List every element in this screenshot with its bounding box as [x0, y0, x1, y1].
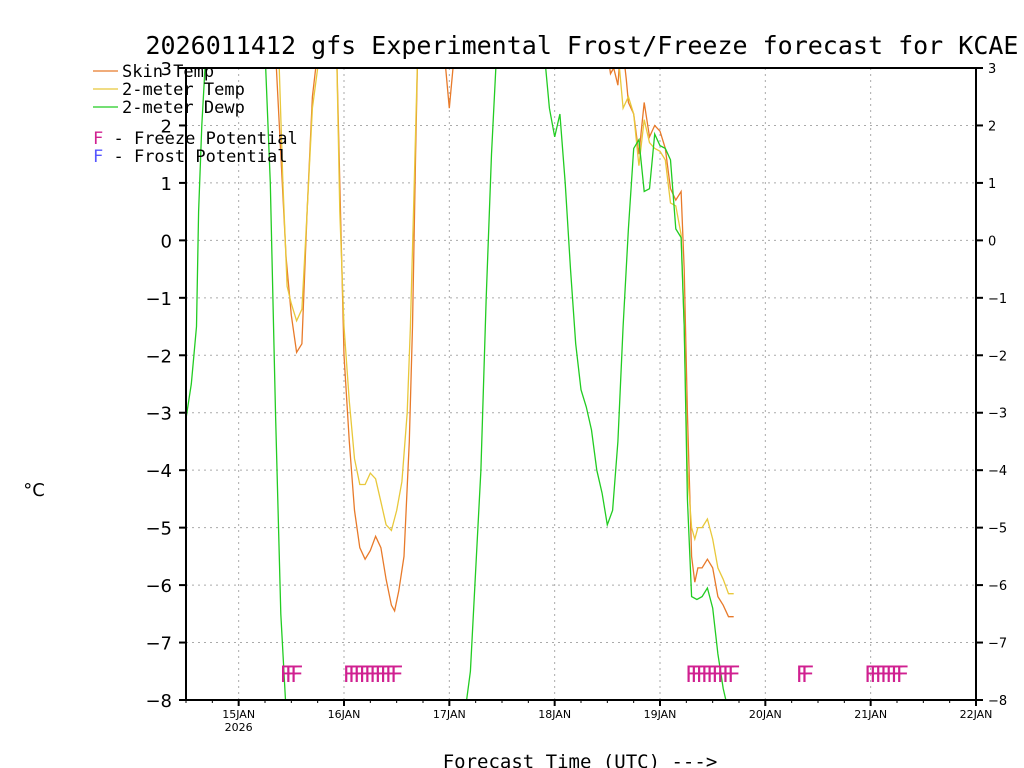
freeze-marker: F: [801, 663, 814, 688]
grid: [186, 68, 976, 700]
series-group: [186, 68, 734, 700]
y-tick-label-left: −5: [145, 519, 172, 540]
freeze-marker: F: [885, 663, 898, 688]
x-tick-label: 15JAN: [222, 708, 255, 721]
y-tick-label-right: 1: [988, 177, 996, 192]
freeze-marker: F: [285, 663, 298, 688]
freeze-marker: F: [390, 663, 403, 688]
potential-legend-label: - Freeze Potential: [103, 129, 297, 149]
freeze-marker: F: [896, 663, 909, 688]
freeze-marker: F: [369, 663, 382, 688]
freeze-marker: F: [711, 663, 724, 688]
freeze-marker: F: [869, 663, 882, 688]
x-tick-label: 20JAN: [749, 708, 782, 721]
freeze-marker: F: [880, 663, 893, 688]
y-tick-label-left: −8: [145, 691, 172, 712]
x-tick-label: 22JAN: [960, 708, 993, 721]
y-tick-label-right: −7: [988, 637, 1007, 652]
freeze-marker: F: [706, 663, 719, 688]
freeze-marker: F: [685, 663, 698, 688]
series-line-2-meter-dewp: [186, 68, 727, 700]
y-tick-label-right: −4: [988, 464, 1007, 479]
freeze-marker: F: [358, 663, 371, 688]
y-tick-label-left: 0: [161, 231, 172, 252]
freeze-marker: F: [890, 663, 903, 688]
y-tick-label-left: 3: [161, 59, 172, 80]
y-tick-label-right: 0: [988, 234, 996, 249]
freeze-marker: F: [364, 663, 377, 688]
y-axis-label: °C: [23, 480, 45, 501]
legend-label: 2-meter Dewp: [122, 98, 245, 118]
freeze-marker: F: [343, 663, 356, 688]
freeze-marker: F: [353, 663, 366, 688]
y-tick-label-left: −4: [145, 461, 172, 482]
freeze-marker: F: [374, 663, 387, 688]
x-tick-label: 17JAN: [433, 708, 466, 721]
y-tick-label-left: 2: [161, 116, 172, 137]
freeze-marker: F: [290, 663, 303, 688]
y-tick-label-left: −1: [145, 289, 172, 310]
y-axis-right: −8 −7 −6 −5 −4 −3 −2 −1 0 1 2 3: [976, 62, 1007, 709]
freeze-marker: F: [701, 663, 714, 688]
freeze-marker: F: [717, 663, 730, 688]
freeze-marker: F: [727, 663, 740, 688]
freeze-marker: F: [875, 663, 888, 688]
y-tick-label-left: −7: [145, 634, 172, 655]
y-tick-label-right: −1: [988, 292, 1007, 307]
potential-legend-marker: F: [93, 147, 103, 167]
y-tick-label-right: −3: [988, 407, 1007, 422]
x-tick-sublabel: 2026: [225, 721, 253, 734]
freeze-marker: F: [380, 663, 393, 688]
potential-legend-entry: F - Frost Potential: [93, 147, 287, 167]
x-axis-label: Forecast Time (UTC) --->: [443, 751, 718, 768]
legend-label: 2-meter Temp: [122, 80, 245, 100]
y-tick-label-left: −3: [145, 404, 172, 425]
potential-legend-label: - Frost Potential: [103, 147, 287, 167]
x-tick-label: 21JAN: [854, 708, 887, 721]
plot-frame: [185, 67, 977, 701]
freeze-marker: F: [690, 663, 703, 688]
y-tick-label-right: −6: [988, 579, 1007, 594]
potential-legend-entry: F - Freeze Potential: [93, 129, 298, 149]
legend-label: Skin Temp: [122, 62, 214, 82]
chart-title: 2026011412 gfs Experimental Frost/Freeze…: [146, 31, 1019, 60]
x-tick-label: 16JAN: [328, 708, 361, 721]
x-tick-label: 18JAN: [538, 708, 571, 721]
potential-legend-marker: F: [93, 129, 103, 149]
freeze-marker: F: [279, 663, 292, 688]
series-line-2-meter-temp: [278, 68, 734, 595]
freeze-marker: F: [796, 663, 809, 688]
x-tick-label: 19JAN: [644, 708, 677, 721]
freeze-marker: F: [348, 663, 361, 688]
y-tick-label-right: −5: [988, 522, 1007, 537]
freeze-marker: F: [722, 663, 735, 688]
y-axis-left: −8 −7 −6 −5 −4 −3 −2 −1 0 1 2 3: [145, 59, 186, 712]
y-tick-label-right: −2: [988, 349, 1007, 364]
freeze-marker: F: [696, 663, 709, 688]
y-tick-label-left: 1: [161, 174, 172, 195]
freeze-marker: F: [864, 663, 877, 688]
y-tick-label-right: 2: [988, 119, 996, 134]
y-tick-label-right: −8: [988, 694, 1007, 709]
y-tick-label-right: 3: [988, 62, 996, 77]
y-tick-label-left: −6: [145, 576, 172, 597]
freeze-marker: F: [385, 663, 398, 688]
y-tick-label-left: −2: [145, 346, 172, 367]
